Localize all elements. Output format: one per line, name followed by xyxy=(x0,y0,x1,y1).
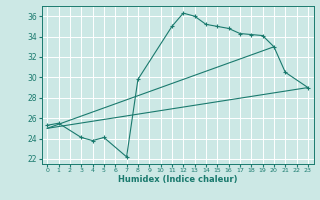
X-axis label: Humidex (Indice chaleur): Humidex (Indice chaleur) xyxy=(118,175,237,184)
